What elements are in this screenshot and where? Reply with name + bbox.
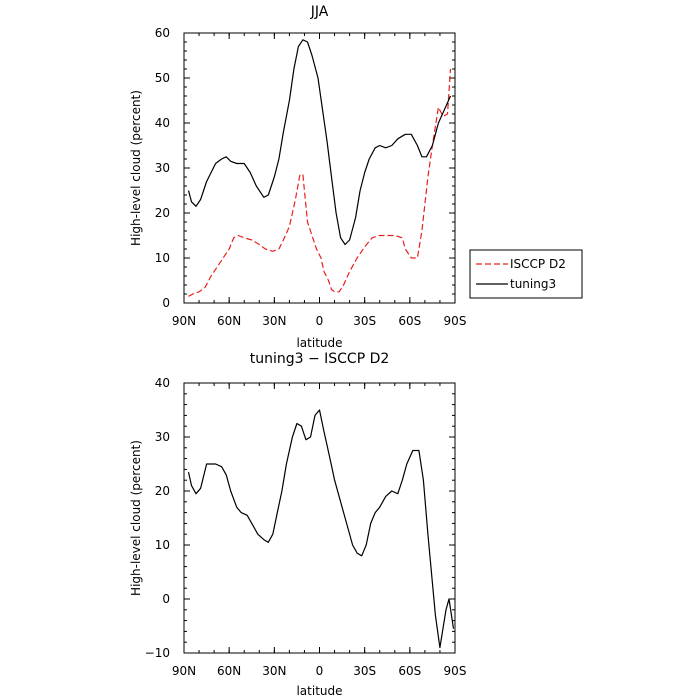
x-tick-label: 60S [398,664,421,678]
bottom-panel: 90N 60N 30N 0 30S 60S 90S −10 0 10 20 30 40 tuning3 −… [129,351,466,698]
y-tick-label: 0 [162,296,170,310]
y-tick-label: 20 [155,206,170,220]
y-tick-label: −10 [145,646,170,660]
x-tick-label: 30N [262,664,286,678]
y-tick-label: 40 [155,116,170,130]
y-axis-label: High-level cloud (percent) [129,440,143,596]
y-tick-label: 20 [155,484,170,498]
x-tick-label: 0 [316,664,324,678]
legend: ISCCP D2 tuning3 [469,249,583,299]
y-tick-label: 50 [155,71,170,85]
legend-label: tuning3 [510,277,556,291]
x-tick-label: 60N [217,314,241,328]
x-tick-label: 0 [316,314,324,328]
x-tick-label: 60S [398,314,421,328]
x-tick-label: 90S [444,314,467,328]
top-panel: 90N 60N 30N 0 30S 60S 90S 0 10 20 30 40 50 60 JJA latit… [129,4,466,350]
y-tick-label: 40 [155,376,170,390]
chart-title: JJA [310,4,329,20]
chart-title: tuning3 − ISCCP D2 [250,351,390,367]
y-axis-label: High-level cloud (percent) [129,90,143,246]
y-tick-label: 10 [155,251,170,265]
x-axis-label: latitude [296,336,342,350]
series-line-isccp-d2 [188,68,452,297]
x-tick-label: 90S [444,664,467,678]
plot-frame [183,382,456,654]
plot-frame [183,32,456,304]
x-tick-label: 30S [353,664,376,678]
y-tick-label: 30 [155,161,170,175]
y-tick-label: 0 [162,592,170,606]
x-tick-label: 30S [353,314,376,328]
y-tick-label: 30 [155,430,170,444]
x-tick-label: 60N [217,664,241,678]
x-axis-label: latitude [296,684,342,698]
x-tick-label: 30N [262,314,286,328]
y-tick-label: 10 [155,538,170,552]
legend-label: ISCCP D2 [510,257,566,271]
legend-box [469,249,583,299]
x-tick-label: 90N [172,664,196,678]
series-line-tuning3 [187,39,452,246]
y-tick-label: 60 [155,26,170,40]
difference-line [187,409,455,649]
x-tick-label: 90N [172,314,196,328]
